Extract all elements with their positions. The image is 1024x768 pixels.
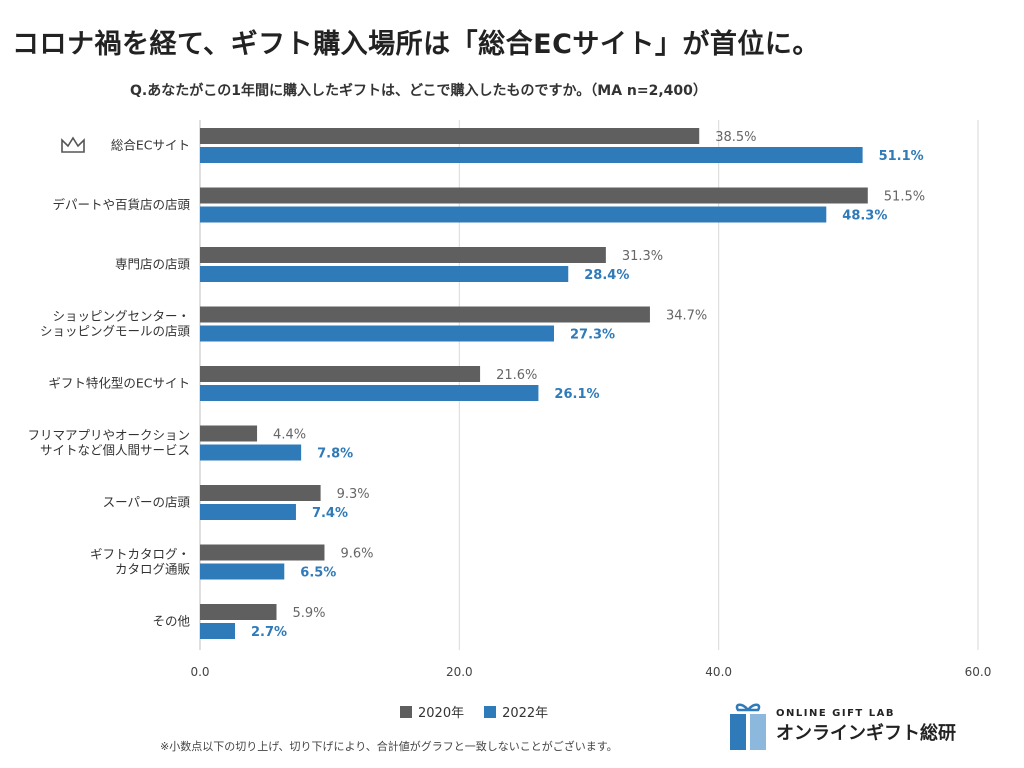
- legend-item-2022: 2022年: [484, 702, 548, 721]
- data-label: 7.4%: [312, 506, 348, 521]
- bar-2020年-0: [200, 128, 700, 144]
- data-label: 9.3%: [337, 487, 370, 502]
- legend-label-2022: 2022年: [502, 706, 549, 721]
- crown-icon: [61, 136, 85, 153]
- data-label: 51.5%: [884, 190, 925, 205]
- category-label: ショッピングモールの店頭: [40, 324, 191, 339]
- data-label: 34.7%: [666, 309, 707, 324]
- legend-item-2020: 2020年: [400, 702, 464, 721]
- bar-2022年-3: [200, 325, 554, 342]
- bar-2020年-7: [200, 544, 325, 561]
- data-label: 26.1%: [554, 387, 599, 402]
- chart-question: Q.あなたがこの1年間に購入したギフトは、どこで購入したものですか。（MA n=…: [130, 83, 707, 99]
- bar-2022年-6: [200, 504, 296, 520]
- data-label: 7.8%: [317, 447, 353, 462]
- x-tick-label: 20.0: [446, 665, 473, 679]
- headline: コロナ禍を経て、ギフト購入場所は「総合ECサイト」が首位に。: [12, 29, 820, 60]
- legend-label-2020: 2020年: [418, 706, 465, 721]
- bar-2020年-2: [200, 247, 606, 263]
- category-label: カタログ通販: [115, 562, 191, 577]
- bar-2020年-1: [200, 187, 868, 204]
- category-label: ショッピングセンター・: [52, 309, 190, 324]
- gift-icon: [730, 703, 766, 750]
- x-tick-label: 0.0: [190, 665, 209, 679]
- data-label: 6.5%: [300, 566, 336, 581]
- bar-2022年-5: [200, 444, 302, 461]
- data-label: 27.3%: [570, 328, 615, 343]
- bar-2022年-2: [200, 266, 569, 282]
- bar-chart: 0.0 20.0 40.0 60.0 総合ECサイト 38.5% 51.1% デパートや百貨店…: [27, 120, 992, 679]
- brand-name-en: ONLINE GIFT LAB: [776, 707, 895, 719]
- data-label: 31.3%: [622, 249, 663, 264]
- x-tick-label: 40.0: [705, 665, 732, 679]
- legend-swatch-2020: [400, 705, 412, 718]
- category-label: サイトなど個人間サービス: [40, 443, 190, 458]
- x-tick-label: 60.0: [965, 665, 992, 679]
- bar-2022年-1: [200, 206, 827, 223]
- data-label: 28.4%: [584, 268, 629, 283]
- category-label: ギフトカタログ・: [90, 547, 190, 562]
- category-label: フリマアプリやオークション: [27, 428, 190, 443]
- legend-swatch-2022: [484, 705, 497, 718]
- bar-2022年-0: [200, 147, 863, 163]
- bar-2022年-8: [200, 623, 236, 639]
- data-label: 21.6%: [496, 368, 537, 383]
- bar-2020年-8: [200, 604, 277, 620]
- category-label: 専門店の店頭: [115, 257, 191, 272]
- legend: 2020年 2022年: [400, 702, 548, 721]
- data-label: 2.7%: [251, 625, 287, 640]
- data-label: 48.3%: [842, 209, 887, 224]
- category-label: 総合ECサイト: [111, 138, 190, 153]
- brand-name-jp: オンラインギフト総研: [776, 722, 956, 744]
- data-label: 4.4%: [273, 428, 306, 443]
- category-label: スーパーの店頭: [103, 495, 191, 510]
- data-label: 38.5%: [715, 130, 756, 145]
- category-label: その他: [152, 614, 190, 629]
- bar-2022年-4: [200, 385, 539, 401]
- bar-2020年-5: [200, 425, 258, 442]
- category-label: ギフト特化型のECサイト: [48, 376, 190, 391]
- data-label: 9.6%: [340, 547, 373, 562]
- bar-2020年-4: [200, 366, 481, 382]
- data-label: 5.9%: [293, 606, 326, 621]
- data-label: 51.1%: [879, 149, 924, 164]
- category-label: デパートや百貨店の店頭: [52, 197, 190, 212]
- bar-2020年-3: [200, 306, 650, 323]
- bar-2020年-6: [200, 485, 321, 501]
- brand-logo: ONLINE GIFT LAB オンラインギフト総研: [728, 700, 956, 752]
- bar-2022年-7: [200, 563, 285, 580]
- footnote: ※小数点以下の切り上げ、切り下げにより、合計値がグラフと一致しないことがございま…: [160, 740, 618, 753]
